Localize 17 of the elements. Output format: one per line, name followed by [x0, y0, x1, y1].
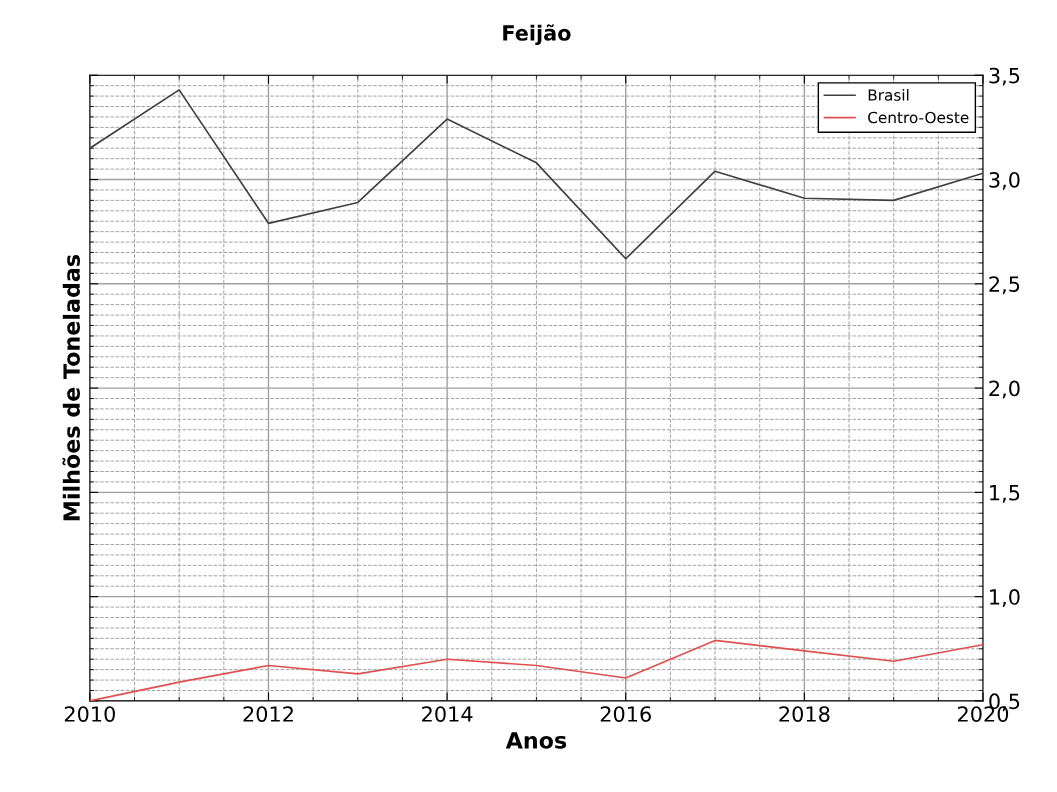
x-tick-label: 2010: [64, 706, 115, 722]
x-tick-label: 2012: [243, 706, 293, 722]
x-tick-label: 2018: [779, 706, 830, 722]
y-tick-label: 3,0: [989, 171, 1020, 190]
legend-label: Brasil: [868, 88, 909, 101]
x-tick-label: 2014: [422, 706, 473, 722]
y-tick-label: 1,5: [990, 485, 1020, 503]
y-tick-label: 1,0: [990, 589, 1020, 607]
y-axis-title: Milhões de Toneladas: [62, 254, 80, 521]
y-tick-label: 2,5: [989, 276, 1020, 295]
line-series: [89, 89, 984, 260]
y-tick-label: 3,5: [989, 67, 1020, 86]
chart-title: Feijão: [503, 24, 571, 46]
x-axis-title: Anos: [505, 732, 567, 749]
y-tick-label: 2,0: [989, 380, 1020, 399]
legend-label: Centro-Oeste: [868, 111, 969, 124]
x-tick-label: 2016: [600, 706, 651, 722]
